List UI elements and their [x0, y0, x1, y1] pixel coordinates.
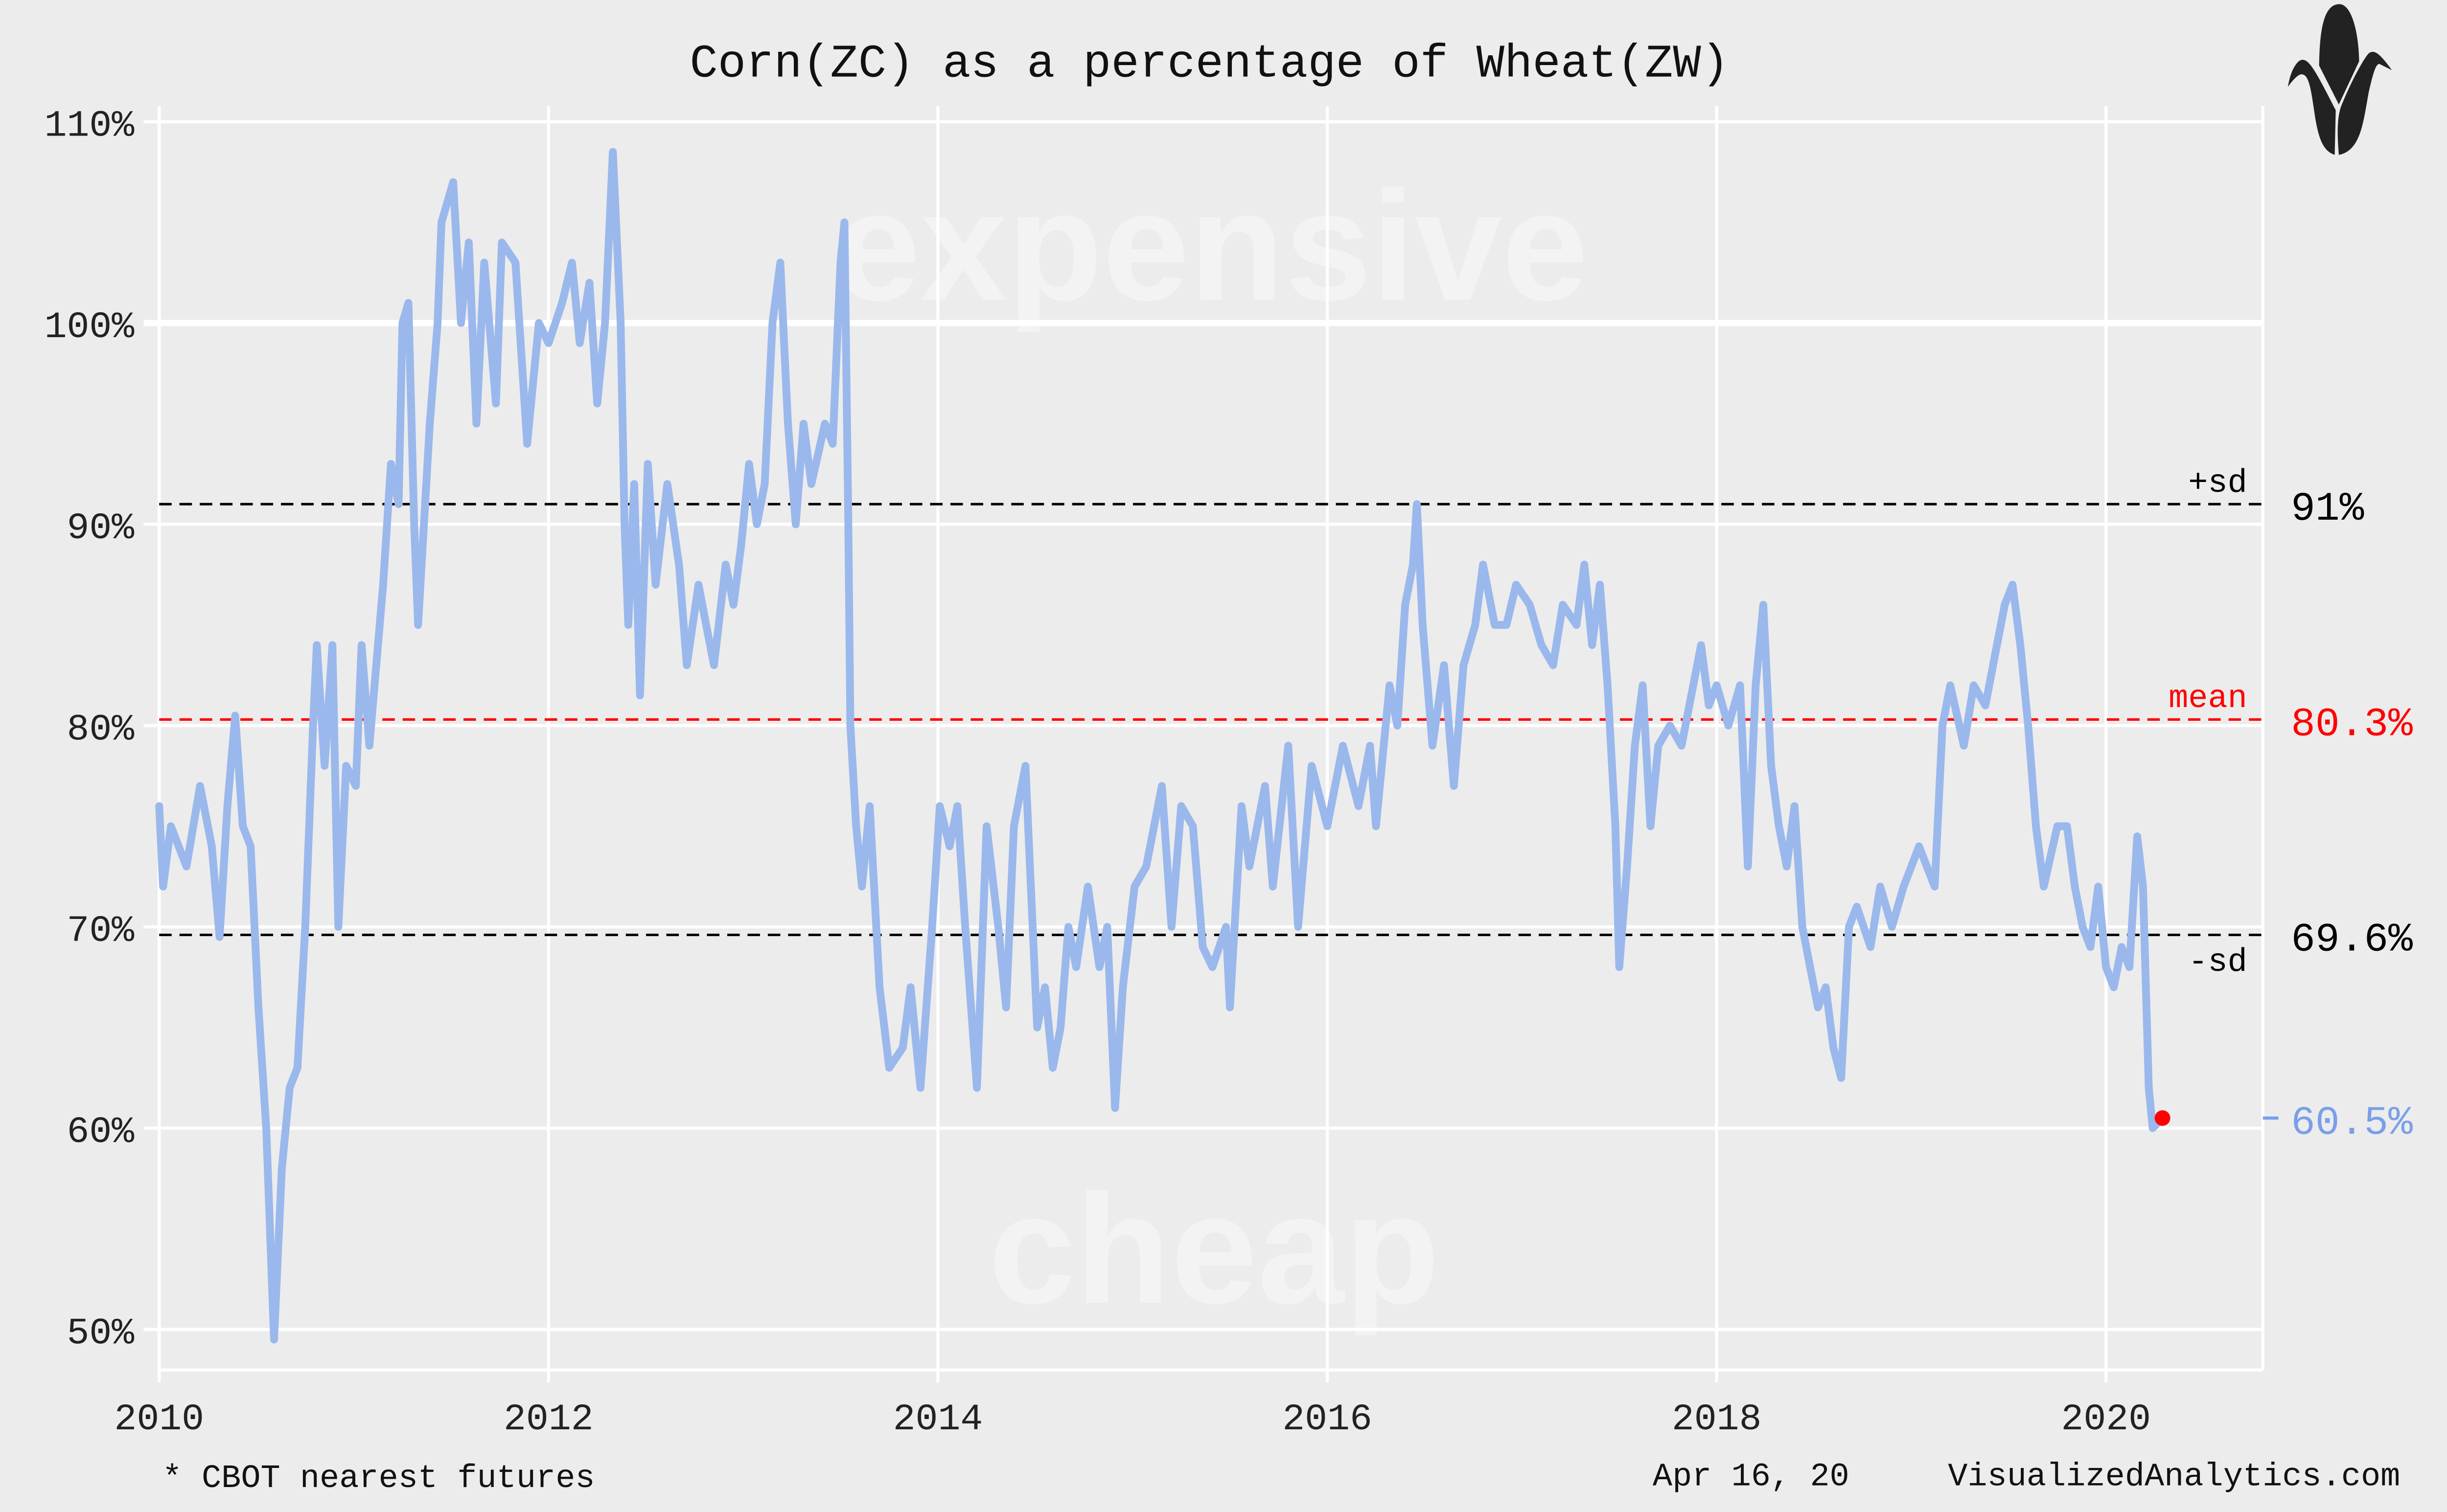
ref-value--sd: 69.6% [2291, 917, 2413, 963]
corn-cob [2319, 4, 2359, 105]
y-tick-label-100: 100% [45, 306, 135, 348]
x-tick-label-2020: 2020 [2061, 1398, 2151, 1441]
corn-right-leaf [2337, 51, 2392, 155]
series-group: 60.5% [155, 148, 2413, 1344]
x-tick-label-2012: 2012 [504, 1398, 594, 1441]
x-tick-label-2010: 2010 [114, 1398, 204, 1441]
annotation-expensive: expensive [833, 158, 1588, 334]
ref-value-+sd: 91% [2291, 486, 2364, 532]
y-tick-label-110: 110% [45, 104, 135, 147]
ref-label-+sd: +sd [2188, 465, 2247, 502]
reference-lines: +sd 91% mean 80.3% -sd 69.6% [159, 465, 2413, 981]
date-label: Apr 16, 20 [1653, 1459, 1849, 1496]
corn-icon [2287, 4, 2392, 155]
y-tick-label-60: 60% [67, 1111, 134, 1153]
y-tick-label-50: 50% [67, 1312, 134, 1355]
x-tick-label-2014: 2014 [893, 1398, 983, 1441]
annotation-cheap: cheap [989, 1162, 1440, 1337]
y-tick-label-70: 70% [67, 910, 134, 952]
x-tick-label-2018: 2018 [1672, 1398, 1762, 1441]
x-tick-label-2016: 2016 [1282, 1398, 1372, 1441]
current-value-marker [2154, 1110, 2170, 1126]
footnote: * CBOT nearest futures [162, 1460, 595, 1497]
ref-label--sd: -sd [2188, 944, 2247, 981]
ref-label-mean: mean [2169, 680, 2247, 717]
ref-value-mean: 80.3% [2291, 701, 2413, 747]
current-value-label: 60.5% [2291, 1100, 2413, 1146]
series-line-0 [155, 148, 2167, 1344]
y-tick-label-90: 90% [67, 507, 134, 550]
source-label: VisualizedAnalytics.com [1948, 1459, 2400, 1496]
tick-labels: 50% 60% 70% 80% 90% 100% 110% 2010 2012 2014 2016 2… [45, 104, 2151, 1440]
y-tick-label-80: 80% [67, 709, 134, 751]
corn-left-leaf [2287, 60, 2336, 155]
chart-title: Corn(ZC) as a percentage of Wheat(ZW) [690, 37, 1729, 91]
